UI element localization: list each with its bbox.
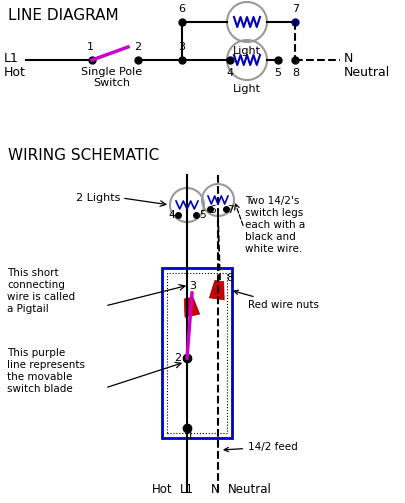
Text: each with a: each with a xyxy=(245,220,305,230)
Text: Neutral: Neutral xyxy=(228,483,272,496)
Text: 4: 4 xyxy=(168,210,175,220)
Polygon shape xyxy=(184,297,200,317)
Text: wire is called: wire is called xyxy=(7,292,75,302)
Text: LINE DIAGRAM: LINE DIAGRAM xyxy=(8,8,119,23)
Text: N: N xyxy=(211,483,220,496)
Text: 8: 8 xyxy=(226,273,233,283)
Text: 6: 6 xyxy=(179,4,185,14)
Text: 5: 5 xyxy=(199,210,206,220)
Text: Neutral: Neutral xyxy=(344,65,390,78)
Text: N: N xyxy=(344,51,354,64)
Text: This short: This short xyxy=(7,268,59,278)
Text: white wire.: white wire. xyxy=(245,244,302,254)
Text: 3: 3 xyxy=(189,281,196,291)
Text: 8: 8 xyxy=(292,68,300,78)
Text: Single Pole: Single Pole xyxy=(81,67,143,77)
Text: 4: 4 xyxy=(226,68,234,78)
Text: Two 14/2's: Two 14/2's xyxy=(245,196,299,206)
Text: Hot: Hot xyxy=(4,65,26,78)
Text: connecting: connecting xyxy=(7,280,65,290)
Text: L1: L1 xyxy=(180,483,194,496)
Text: 1: 1 xyxy=(87,42,94,52)
Text: switch blade: switch blade xyxy=(7,384,73,394)
Text: 1: 1 xyxy=(186,431,194,441)
Text: 14/2 feed: 14/2 feed xyxy=(224,442,298,452)
Text: This purple: This purple xyxy=(7,348,65,358)
Text: 2: 2 xyxy=(134,42,142,52)
Text: L1: L1 xyxy=(4,51,19,64)
Text: Hot: Hot xyxy=(152,483,172,496)
Text: 7: 7 xyxy=(292,4,300,14)
Text: 5: 5 xyxy=(275,68,281,78)
Text: Light: Light xyxy=(233,46,261,56)
Bar xyxy=(167,273,227,433)
Text: a Pigtail: a Pigtail xyxy=(7,304,49,314)
Text: 2 Lights: 2 Lights xyxy=(76,193,120,203)
Bar xyxy=(162,268,232,438)
Text: Red wire nuts: Red wire nuts xyxy=(234,290,319,310)
Text: 3: 3 xyxy=(179,42,185,52)
Text: the movable: the movable xyxy=(7,372,72,382)
Text: 2: 2 xyxy=(174,353,181,363)
Text: Light: Light xyxy=(233,84,261,94)
Text: Switch: Switch xyxy=(94,78,130,88)
Text: WIRING SCHEMATIC: WIRING SCHEMATIC xyxy=(8,148,159,163)
Text: switch legs: switch legs xyxy=(245,208,303,218)
Text: 6: 6 xyxy=(209,205,216,215)
Polygon shape xyxy=(209,280,224,300)
Text: line represents: line represents xyxy=(7,360,85,370)
Text: black and: black and xyxy=(245,232,296,242)
Text: 7: 7 xyxy=(227,205,234,215)
